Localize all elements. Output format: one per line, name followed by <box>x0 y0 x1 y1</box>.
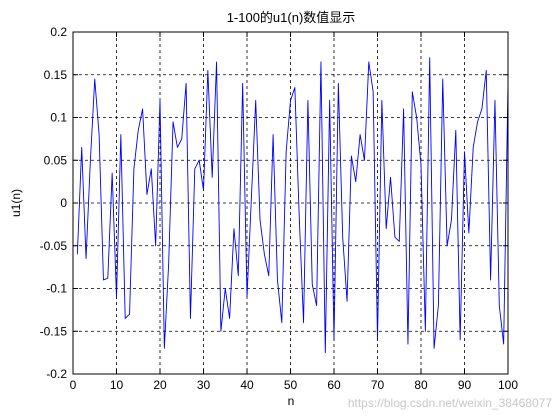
x-tick-label: 50 <box>284 378 298 392</box>
y-tick-label: 0 <box>60 196 67 210</box>
x-tick-label: 80 <box>414 378 428 392</box>
y-tick-label: 0.05 <box>44 153 68 167</box>
x-tick-label: 40 <box>240 378 254 392</box>
y-tick-label: -0.05 <box>40 239 68 253</box>
x-tick-label: 90 <box>458 378 472 392</box>
x-tick-label: 0 <box>70 378 77 392</box>
y-tick-label: 0.15 <box>44 68 68 82</box>
y-axis-label: u1(n) <box>9 189 23 217</box>
series-line <box>76 57 509 354</box>
x-tick-label: 70 <box>371 378 385 392</box>
data-series <box>76 57 509 354</box>
x-tick-label: 10 <box>110 378 124 392</box>
x-tick-label: 20 <box>153 378 167 392</box>
y-tick-label: -0.1 <box>46 282 67 296</box>
grid-lines <box>73 32 508 374</box>
y-tick-label: -0.15 <box>40 324 68 338</box>
x-tick-label: 100 <box>498 378 518 392</box>
y-axis: 0.2 0.15 0.1 0.05 0 -0.05 -0.1 -0.15 -0.2 <box>40 25 508 381</box>
x-axis: 0 10 20 30 40 50 60 70 80 90 100 <box>70 32 518 392</box>
x-tick-label: 60 <box>327 378 341 392</box>
x-axis-label: n <box>288 394 295 408</box>
y-tick-label: 0.2 <box>50 25 67 39</box>
y-tick-label: -0.2 <box>46 367 67 381</box>
y-tick-label: 0.1 <box>50 111 67 125</box>
chart-title: 1-100的u1(n)数值显示 <box>227 10 356 25</box>
x-tick-label: 30 <box>197 378 211 392</box>
watermark-text: https://blog.csdn.net/weixin_38468077 <box>348 396 552 410</box>
